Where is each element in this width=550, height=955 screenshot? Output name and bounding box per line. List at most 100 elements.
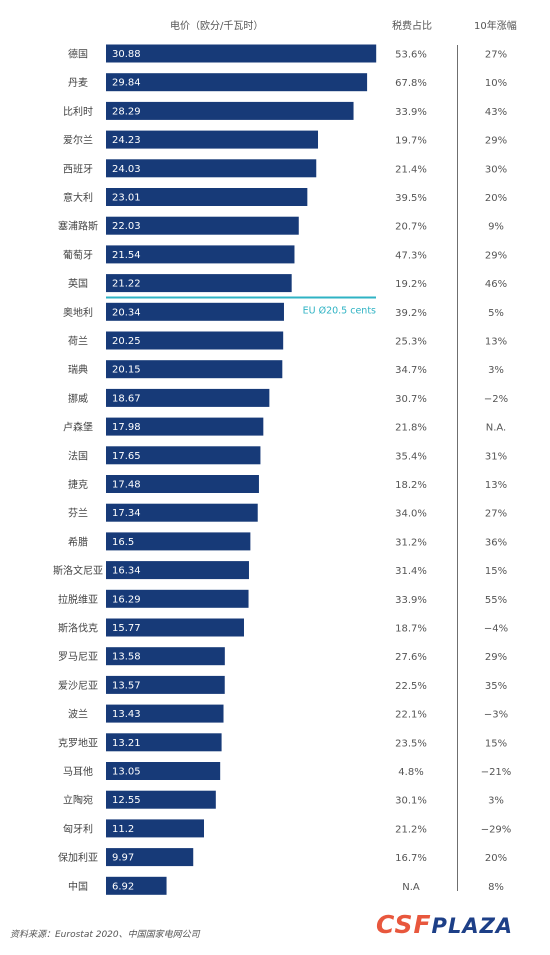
price-bar — [106, 675, 225, 694]
price-bar — [106, 647, 225, 666]
price-bar — [106, 532, 251, 551]
price-bar — [106, 159, 317, 178]
tax-column-header: 税费占比 — [392, 21, 432, 32]
price-value-label: 15.77 — [112, 623, 141, 634]
price-value-label: 20.25 — [112, 336, 141, 347]
price-value-label: 16.29 — [112, 594, 141, 605]
growth-cell: 31% — [485, 451, 507, 462]
tax-share-cell: 34.0% — [395, 509, 427, 520]
price-bar — [106, 417, 264, 436]
tax-share-cell: 53.6% — [395, 50, 427, 61]
price-bar-chart: 德国 30.88 53.6% 27% 丹麦 29.84 67.8% 10% 比利时 28.29 33… — [53, 44, 512, 895]
growth-cell: −2% — [484, 394, 508, 405]
country-label: 英国 — [68, 277, 88, 290]
price-bar — [106, 618, 244, 637]
growth-cell: 20% — [485, 193, 507, 204]
growth-cell: 35% — [485, 681, 507, 692]
price-bar — [106, 331, 284, 350]
country-label: 保加利亚 — [58, 851, 98, 864]
growth-cell: −29% — [481, 824, 512, 835]
country-label: 塞浦路斯 — [58, 220, 98, 233]
price-bar — [106, 245, 295, 264]
price-bar — [106, 704, 224, 723]
tax-share-cell: 34.7% — [395, 365, 427, 376]
growth-cell: 29% — [485, 136, 507, 147]
price-value-label: 12.55 — [112, 795, 141, 806]
price-value-label: 21.54 — [112, 250, 141, 261]
growth-cell: 43% — [485, 107, 507, 118]
country-label: 法国 — [68, 449, 88, 462]
price-bar — [106, 130, 319, 149]
tax-share-cell: 19.2% — [395, 279, 427, 290]
growth-cell: 55% — [485, 595, 507, 606]
growth-cell: 3% — [488, 796, 504, 807]
price-value-label: 13.57 — [112, 680, 141, 691]
price-value-label: 17.65 — [112, 451, 141, 462]
tax-share-cell: 19.7% — [395, 136, 427, 147]
column-divider — [457, 45, 458, 891]
growth-cell: 15% — [485, 566, 507, 577]
tax-share-cell: 33.9% — [395, 107, 427, 118]
price-value-label: 23.01 — [112, 193, 141, 204]
price-value-label: 28.29 — [112, 106, 141, 117]
growth-cell: 27% — [485, 509, 507, 520]
country-label: 克罗地亚 — [58, 736, 98, 749]
country-label: 西班牙 — [63, 163, 93, 175]
growth-cell: 9% — [488, 222, 504, 233]
price-value-label: 21.22 — [112, 279, 141, 290]
country-label: 葡萄牙 — [63, 248, 93, 261]
price-value-label: 29.84 — [112, 78, 141, 89]
country-label: 爱沙尼亚 — [58, 679, 98, 692]
eu-average-label: EU Ø20.5 cents — [303, 305, 376, 316]
price-bar — [106, 819, 204, 838]
price-value-label: 13.21 — [112, 738, 141, 749]
price-bar — [106, 302, 284, 321]
price-bar — [106, 876, 167, 895]
country-label: 立陶宛 — [63, 794, 93, 807]
tax-share-cell: 47.3% — [395, 250, 427, 261]
growth-cell: 13% — [485, 480, 507, 491]
tax-share-cell: 16.7% — [395, 853, 427, 864]
growth-cell: 10% — [485, 78, 507, 89]
price-bar — [106, 388, 270, 407]
price-value-label: 20.15 — [112, 365, 141, 376]
country-label: 奥地利 — [63, 306, 93, 319]
country-label: 德国 — [68, 48, 88, 61]
price-bar — [106, 790, 216, 809]
tax-share-cell: 20.7% — [395, 222, 427, 233]
tax-share-cell: 22.5% — [395, 681, 427, 692]
country-label: 丹麦 — [68, 77, 88, 89]
growth-cell: −21% — [481, 767, 512, 778]
growth-cell: 5% — [488, 308, 504, 319]
growth-column-header: 10年涨幅 — [474, 21, 517, 32]
price-value-label: 18.67 — [112, 393, 141, 404]
tax-share-cell: 25.3% — [395, 337, 427, 348]
tax-share-cell: 30.1% — [395, 796, 427, 807]
price-bar — [106, 446, 261, 465]
country-label: 拉脱维亚 — [58, 593, 98, 606]
tax-share-cell: 30.7% — [395, 394, 427, 405]
logo-part-2: PLAZA — [431, 914, 514, 938]
country-label: 挪威 — [68, 392, 88, 405]
price-value-label: 17.48 — [112, 480, 141, 491]
price-column-header: 电价（欧分/千瓦时） — [170, 21, 264, 32]
price-value-label: 20.34 — [112, 307, 141, 318]
growth-cell: 15% — [485, 738, 507, 749]
tax-share-cell: 39.5% — [395, 193, 427, 204]
tax-share-cell: 21.8% — [395, 423, 427, 434]
country-label: 意大利 — [63, 191, 93, 204]
growth-cell: 13% — [485, 337, 507, 348]
country-label: 瑞典 — [68, 363, 88, 376]
country-label: 爱尔兰 — [63, 134, 93, 147]
price-bar — [106, 44, 377, 63]
price-bar — [106, 274, 292, 293]
price-value-label: 22.03 — [112, 221, 141, 232]
price-bar — [106, 73, 368, 92]
country-label: 希腊 — [68, 535, 88, 548]
price-value-label: 24.03 — [112, 164, 141, 175]
source-note: 资料来源：Eurostat 2020、中国国家电网公司 — [10, 930, 200, 940]
price-value-label: 13.05 — [112, 767, 141, 778]
country-label: 斯洛伐克 — [58, 622, 98, 635]
price-bar — [106, 762, 221, 780]
price-bar — [106, 561, 249, 580]
